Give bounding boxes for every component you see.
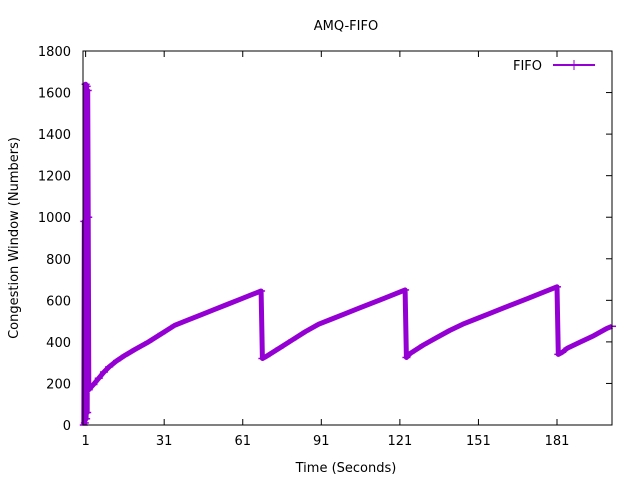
- y-tick-label: 600: [46, 294, 71, 309]
- chart-title: AMQ-FIFO: [314, 19, 378, 34]
- x-tick-label: 1: [81, 434, 89, 449]
- x-tick-label: 181: [545, 434, 570, 449]
- y-tick-label: 1400: [38, 128, 71, 143]
- y-tick-label: 200: [46, 377, 71, 392]
- y-tick-label: 1000: [38, 211, 71, 226]
- plot-frame: [82, 50, 613, 426]
- series-line-center: [83, 84, 613, 426]
- x-tick-label: 31: [156, 434, 173, 449]
- series-layer: [79, 81, 616, 426]
- x-axis-label: Time (Seconds): [295, 461, 397, 476]
- y-tick-label: 1800: [38, 45, 71, 60]
- x-axis: 1 31 61 91 121 151 181: [81, 51, 569, 449]
- y-tick-label: 1600: [38, 87, 71, 102]
- x-tick-label: 121: [387, 434, 412, 449]
- y-tick-label: 1200: [38, 170, 71, 185]
- y-tick-label: 800: [46, 253, 71, 268]
- y-tick-label: 0: [63, 419, 71, 434]
- legend-label: FIFO: [513, 59, 542, 74]
- x-tick-label: 61: [234, 434, 251, 449]
- x-tick-label: 151: [466, 434, 491, 449]
- y-axis-label: Congestion Window (Numbers): [7, 137, 22, 339]
- series-line: [81, 81, 613, 426]
- legend: FIFO: [513, 59, 595, 74]
- x-tick-label: 91: [313, 434, 330, 449]
- y-axis: 0 200 400 600 800 1000 1200 1400 1600 1800: [38, 45, 612, 434]
- y-tick-label: 400: [46, 336, 71, 351]
